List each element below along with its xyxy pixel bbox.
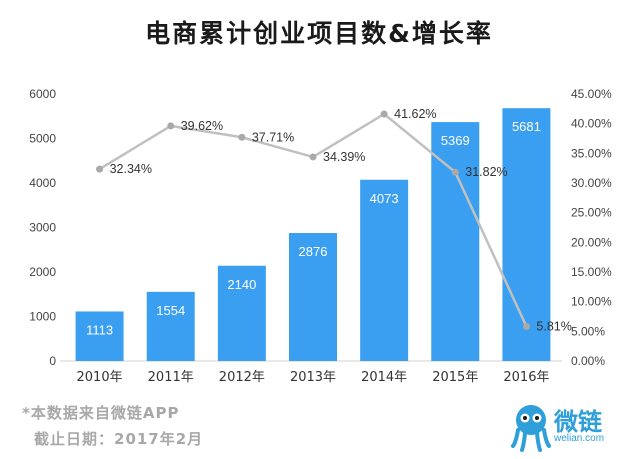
y-left-tick-label: 2000	[29, 265, 56, 279]
y-right-tick-label: 20.00%	[571, 235, 612, 249]
date-note: 截止日期：2017年2月	[34, 430, 204, 448]
y-right-tick-label: 10.00%	[571, 295, 612, 309]
bar	[75, 311, 124, 361]
bar	[217, 265, 266, 361]
growth-rate-point	[522, 323, 530, 331]
source-note: *本数据来自微链APP	[22, 404, 180, 422]
y-left-tick-label: 0	[49, 354, 56, 368]
y-left-tick-label: 4000	[29, 176, 56, 190]
bar-value-label: 4073	[370, 191, 399, 206]
octopus-mascot-icon	[511, 405, 551, 452]
bar-value-label: 1113	[86, 322, 113, 337]
growth-rate-label: 32.34%	[110, 162, 152, 176]
bar-value-label: 5369	[441, 133, 470, 148]
growth-rate-label: 39.62%	[181, 119, 223, 133]
growth-rate-label: 31.82%	[465, 165, 507, 179]
growth-rate-label: 41.62%	[394, 107, 436, 121]
x-tick-label: 2014年	[361, 370, 407, 385]
brand-url: welian.com	[554, 433, 605, 444]
bar-value-label: 2876	[299, 244, 328, 259]
growth-rate-point	[380, 110, 388, 118]
y-left-tick-label: 1000	[29, 310, 56, 324]
y-right-tick-label: 35.00%	[571, 146, 612, 160]
x-tick-label: 2016年	[503, 370, 549, 385]
y-right-tick-label: 40.00%	[571, 117, 612, 131]
growth-rate-label: 37.71%	[252, 130, 294, 144]
y-right-tick-label: 0.00%	[571, 354, 605, 368]
growth-rate-label: 34.39%	[323, 150, 365, 164]
x-tick-label: 2013年	[290, 370, 336, 385]
y-left-tick-label: 3000	[29, 221, 56, 235]
bar-value-label: 5681	[512, 119, 541, 134]
y-right-tick-label: 5.00%	[571, 324, 605, 338]
bar	[146, 291, 195, 361]
bar	[360, 179, 409, 361]
y-right-tick-label: 45.00%	[571, 87, 612, 101]
x-tick-label: 2012年	[219, 370, 265, 385]
brand-name: 微链	[554, 408, 602, 436]
brand-logo: 微链 welian.com	[510, 400, 630, 456]
chart-title: 电商累计创业项目数&增长率	[145, 19, 493, 48]
bar	[431, 122, 480, 361]
growth-rate-point	[238, 133, 246, 141]
growth-rate-point	[309, 153, 317, 161]
bar-value-label: 1554	[156, 303, 185, 318]
y-left-tick-label: 5000	[29, 132, 56, 146]
growth-rate-point	[451, 168, 459, 176]
bar-value-label: 2140	[227, 277, 256, 292]
x-tick-label: 2010年	[77, 370, 123, 385]
bar	[289, 233, 337, 361]
y-right-tick-label: 15.00%	[571, 265, 612, 279]
growth-rate-point	[167, 122, 175, 130]
x-tick-label: 2011年	[148, 370, 194, 385]
y-right-tick-label: 30.00%	[571, 176, 612, 190]
growth-rate-point	[96, 165, 104, 173]
y-right-tick-label: 25.00%	[571, 206, 612, 220]
bar	[502, 108, 551, 362]
y-left-tick-label: 6000	[29, 87, 56, 101]
x-tick-label: 2015年	[432, 370, 478, 385]
growth-rate-label: 5.81%	[536, 320, 571, 334]
